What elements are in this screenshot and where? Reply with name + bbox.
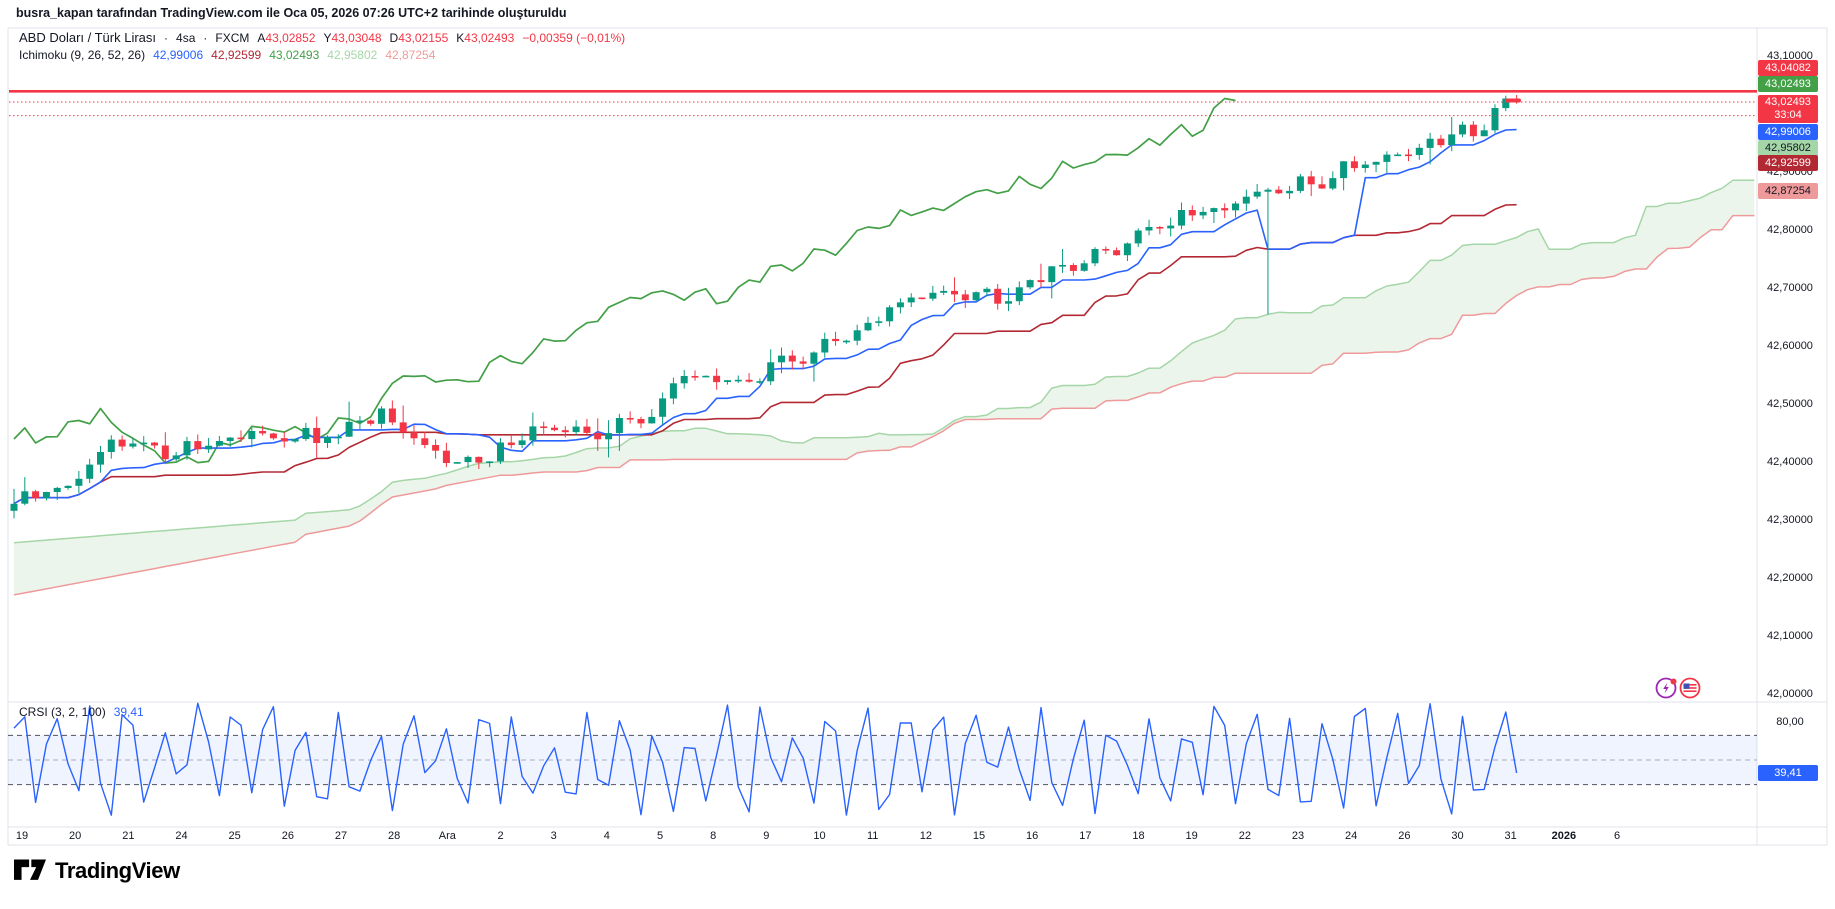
price-tick: 42,60000 <box>1767 340 1813 352</box>
time-tick: 8 <box>710 830 717 842</box>
ichimoku-value: 42,95802 <box>327 48 378 62</box>
price-tick: 42,80000 <box>1767 224 1813 236</box>
time-tick: 26 <box>281 830 294 842</box>
time-tick: 5 <box>656 830 664 842</box>
change-value: −0,00359 (−0,01%) <box>522 31 626 45</box>
time-tick: 6 <box>1613 830 1621 842</box>
crsi-label: CRSI (3, 2, 100) <box>19 705 106 719</box>
crsi-tick: 80,00 <box>1776 716 1804 728</box>
ohlc-pair: K43,02493 <box>456 31 515 45</box>
tradingview-mark-icon <box>14 859 46 880</box>
us-flag-event-icon[interactable] <box>1679 677 1701 699</box>
time-tick: 11 <box>866 830 879 842</box>
crsi-value: 39,41 <box>113 705 144 719</box>
exchange-label: FXCM <box>215 31 250 45</box>
price-tick: 42,00000 <box>1767 688 1813 700</box>
time-tick: 19 <box>1185 830 1198 842</box>
time-tick: Ara <box>438 830 456 842</box>
time-tick: 15 <box>972 830 986 842</box>
time-tick: 25 <box>228 830 241 842</box>
ohlc-pair: D43,02155 <box>389 31 449 45</box>
symbol-legend[interactable]: ABD Doları / Türk Lirası · 4sa · FXCM A4… <box>19 30 625 45</box>
time-tick: 16 <box>1026 830 1039 842</box>
ohlc-values: A43,02852 Y43,03048 D43,02155 K43,02493 <box>257 31 514 45</box>
ichimoku-value: 42,92599 <box>211 48 262 62</box>
price-badge[interactable]: 42,92599 <box>1758 155 1818 171</box>
separator-dot: · <box>203 31 208 45</box>
time-tick: 17 <box>1079 830 1092 842</box>
attribution-text: busra_kapan tarafından TradingView.com i… <box>16 6 567 20</box>
price-badge[interactable]: 42,99006 <box>1758 124 1818 140</box>
time-tick: 31 <box>1504 830 1517 842</box>
time-tick: 4 <box>603 830 610 842</box>
price-tick: 42,50000 <box>1767 398 1813 410</box>
time-tick: 20 <box>69 830 82 842</box>
time-tick: 19 <box>15 830 29 842</box>
price-tick: 42,70000 <box>1767 282 1813 294</box>
ichimoku-value: 43,02493 <box>269 48 320 62</box>
time-tick: 18 <box>1132 830 1145 842</box>
crsi-legend[interactable]: CRSI (3, 2, 100) 39,41 <box>19 705 144 719</box>
time-tick: 28 <box>388 830 401 842</box>
time-tick: 24 <box>175 830 188 842</box>
ohlc-pair: Y43,03048 <box>323 31 382 45</box>
price-badge[interactable]: 43,04082 <box>1758 60 1818 76</box>
time-tick: 30 <box>1451 830 1464 842</box>
tradingview-logo[interactable]: TradingView <box>14 858 180 884</box>
price-scale[interactable]: 43,1000043,0000042,9000042,8000042,70000… <box>1757 28 1835 845</box>
price-tick: 42,20000 <box>1767 572 1813 584</box>
ichimoku-value: 42,99006 <box>153 48 204 62</box>
time-tick: 2026 <box>1551 830 1577 842</box>
separator-dot: · <box>164 31 169 45</box>
time-tick: 27 <box>334 830 348 842</box>
time-tick: 10 <box>813 830 826 842</box>
time-tick: 24 <box>1345 830 1358 842</box>
time-tick: 22 <box>1238 830 1251 842</box>
time-tick: 23 <box>1291 830 1305 842</box>
price-badge[interactable]: 43,02493 33:04 <box>1758 94 1818 123</box>
ichimoku-legend[interactable]: Ichimoku (9, 26, 52, 26) 42,99006 42,9259… <box>19 48 435 62</box>
price-badge[interactable]: 42,95802 <box>1758 140 1818 156</box>
price-tick: 42,30000 <box>1767 514 1813 526</box>
price-tick: 43,10000 <box>1767 50 1813 62</box>
ichimoku-label: Ichimoku (9, 26, 52, 26) <box>19 48 146 62</box>
ohlc-pair: A43,02852 <box>257 31 316 45</box>
price-badge[interactable]: 42,87254 <box>1758 183 1818 199</box>
ichimoku-value: 42,87254 <box>385 48 436 62</box>
crsi-value-badge[interactable]: 39,41 <box>1758 765 1818 781</box>
flash-event-icon[interactable] <box>1655 677 1677 699</box>
time-tick: 2 <box>497 830 504 842</box>
candles <box>10 95 1521 519</box>
time-scale[interactable]: 19 20 21 24 25 26 27 28 Ara 2 3 4 5 8 9 10 11 12 15 16 17 18 1… <box>8 827 1757 845</box>
price-tick: 42,10000 <box>1767 630 1813 642</box>
time-tick: 3 <box>550 830 557 842</box>
symbol-title: ABD Doları / Türk Lirası <box>19 30 157 45</box>
ichimoku-values: 42,99006 42,92599 43,02493 42,95802 42,87254 <box>153 48 435 62</box>
time-tick: 9 <box>763 830 770 842</box>
price-tick: 42,40000 <box>1767 456 1813 468</box>
logo-text: TradingView <box>55 858 180 883</box>
price-badge[interactable]: 43,02493 <box>1758 76 1818 92</box>
time-tick: 12 <box>919 830 932 842</box>
time-tick: 21 <box>122 830 135 842</box>
time-tick: 26 <box>1398 830 1411 842</box>
interval-label: 4sa <box>176 31 196 45</box>
